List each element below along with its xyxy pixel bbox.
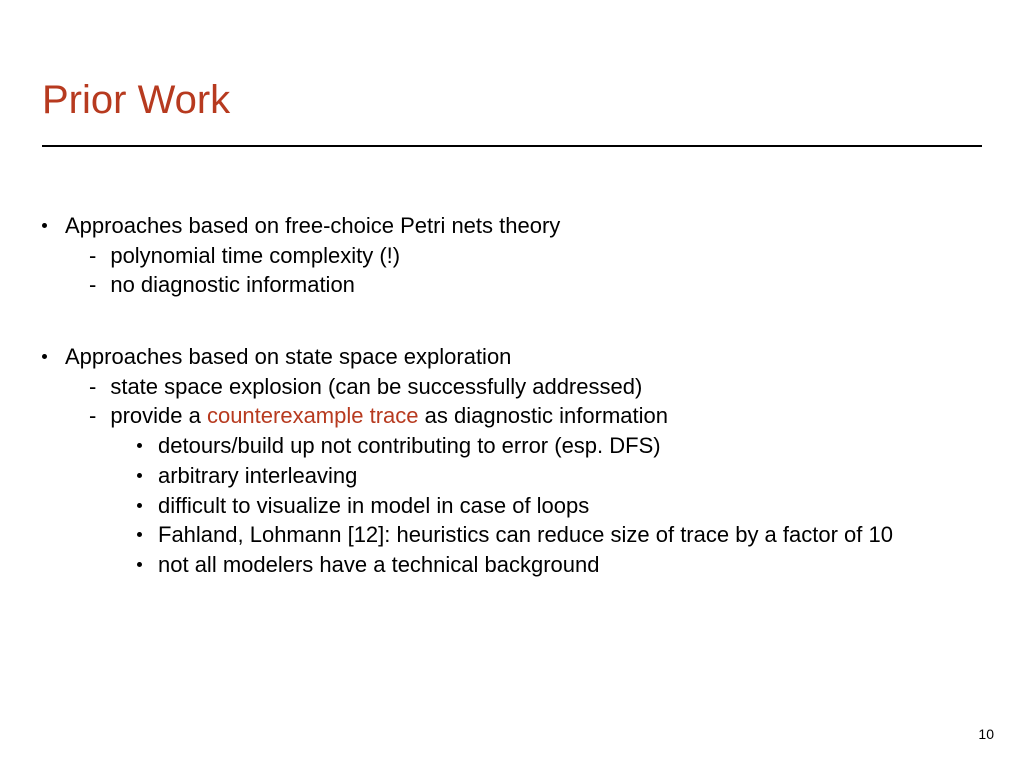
subsub-bullet-item: difficult to visualize in model in case … <box>65 491 893 521</box>
sub-bullet-item: - no diagnostic information <box>65 270 560 300</box>
bullet-dot-icon <box>42 223 47 228</box>
bullet-item: Approaches based on state space explorat… <box>42 342 982 580</box>
slide: Prior Work Approaches based on free-choi… <box>0 0 1024 768</box>
bullet-text: Fahland, Lohmann [12]: heuristics can re… <box>158 520 893 550</box>
sub-bullet-item: - provide a counterexample trace as diag… <box>65 401 893 431</box>
subsub-bullet-item: Fahland, Lohmann [12]: heuristics can re… <box>65 520 893 550</box>
bullet-text: provide a counterexample trace as diagno… <box>110 401 668 431</box>
bullet-text: polynomial time complexity (!) <box>110 241 400 271</box>
bullet-text: no diagnostic information <box>110 270 355 300</box>
bullet-dot-icon <box>137 443 142 448</box>
bullet-text: state space explosion (can be successful… <box>110 372 642 402</box>
bullet-item: Approaches based on free-choice Petri ne… <box>42 211 982 300</box>
bullet-text: Approaches based on free-choice Petri ne… <box>65 211 560 241</box>
bullet-text: Approaches based on state space explorat… <box>65 342 893 372</box>
dash-icon: - <box>89 270 96 300</box>
subsub-bullet-item: arbitrary interleaving <box>65 461 893 491</box>
highlighted-text: counterexample trace <box>207 403 419 428</box>
bullet-dot-icon <box>137 532 142 537</box>
bullet-dot-icon <box>137 562 142 567</box>
bullet-text: difficult to visualize in model in case … <box>158 491 589 521</box>
sub-bullet-item: - state space explosion (can be successf… <box>65 372 893 402</box>
bullet-dot-icon <box>137 473 142 478</box>
bullet-text: arbitrary interleaving <box>158 461 357 491</box>
bullet-text: not all modelers have a technical backgr… <box>158 550 600 580</box>
sub-bullet-item: - polynomial time complexity (!) <box>65 241 560 271</box>
bullet-dot-icon <box>42 354 47 359</box>
slide-title: Prior Work <box>42 78 982 147</box>
dash-icon: - <box>89 401 96 431</box>
text-run: provide a <box>110 403 207 428</box>
slide-content: Approaches based on free-choice Petri ne… <box>42 211 982 580</box>
text-run: as diagnostic information <box>419 403 668 428</box>
subsub-bullet-item: not all modelers have a technical backgr… <box>65 550 893 580</box>
bullet-text: detours/build up not contributing to err… <box>158 431 661 461</box>
bullet-dot-icon <box>137 503 142 508</box>
dash-icon: - <box>89 372 96 402</box>
dash-icon: - <box>89 241 96 271</box>
page-number: 10 <box>978 726 994 742</box>
subsub-bullet-item: detours/build up not contributing to err… <box>65 431 893 461</box>
